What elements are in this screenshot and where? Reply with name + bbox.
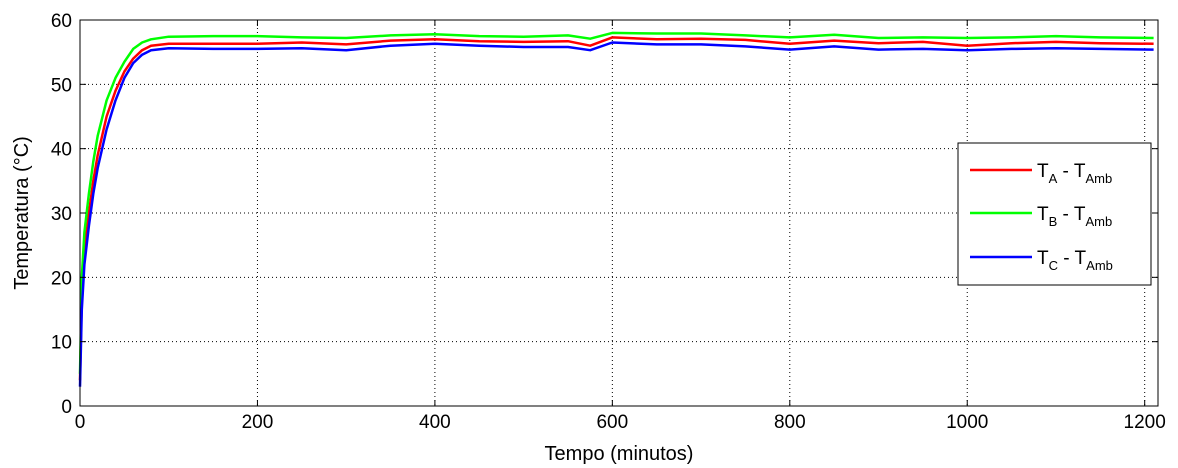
legend-label-b-sub: B xyxy=(1049,214,1058,229)
legend-entry-c: TC - TAmb xyxy=(970,248,1113,273)
legend-label-b-sub2: Amb xyxy=(1085,214,1112,229)
y-tick-label: 50 xyxy=(51,75,72,96)
legend-label-c-sub: C xyxy=(1049,258,1058,273)
legend-label-a-main: T xyxy=(1037,161,1049,182)
series-lines xyxy=(78,31,1154,387)
legend-label-a: TA - TAmb xyxy=(1037,161,1112,186)
legend-label-b-main: T xyxy=(1037,204,1049,225)
x-axis-label: Tempo (minutos) xyxy=(545,443,694,465)
legend-label-c: TC - TAmb xyxy=(1037,248,1113,273)
legend-label-b: TB - TAmb xyxy=(1037,204,1112,229)
y-axis-label: Temperatura (°C) xyxy=(11,136,33,290)
legend-entry-a: TA - TAmb xyxy=(970,161,1112,186)
x-tick-label: 1000 xyxy=(946,412,988,433)
legend-label-a-sub: A xyxy=(1049,171,1058,186)
legend-label-c-main: T xyxy=(1037,248,1049,269)
axis-ticks: 0 200 400 600 800 1000 1200 0 10 20 30 40 50 60 xyxy=(51,11,1166,433)
y-tick-label: 20 xyxy=(51,268,72,289)
x-tick-label: 0 xyxy=(75,412,86,433)
legend-entry-b: TB - TAmb xyxy=(970,204,1112,229)
x-tick-label: 200 xyxy=(242,412,274,433)
x-tick-label: 1200 xyxy=(1124,412,1166,433)
x-tick-label: 400 xyxy=(419,412,451,433)
legend: TA - TAmb TB - TAmb TC - TAmb xyxy=(957,142,1152,286)
y-tick-label: 60 xyxy=(51,11,72,32)
legend-label-b-sep: - T xyxy=(1057,204,1086,225)
y-tick-label: 40 xyxy=(51,140,72,161)
x-tick-label: 800 xyxy=(774,412,806,433)
series-line-a xyxy=(78,36,1154,381)
legend-label-a-sep: - T xyxy=(1057,161,1086,182)
x-tick-label: 600 xyxy=(596,412,628,433)
y-tick-label: 10 xyxy=(51,333,72,354)
legend-label-c-sub2: Amb xyxy=(1086,258,1113,273)
legend-label-c-sep: - T xyxy=(1058,248,1087,269)
y-tick-label: 30 xyxy=(51,204,72,225)
legend-label-a-sub2: Amb xyxy=(1085,171,1112,186)
y-tick-label: 0 xyxy=(61,397,72,418)
series-line-b xyxy=(78,31,1154,374)
series-line-c xyxy=(78,41,1154,387)
